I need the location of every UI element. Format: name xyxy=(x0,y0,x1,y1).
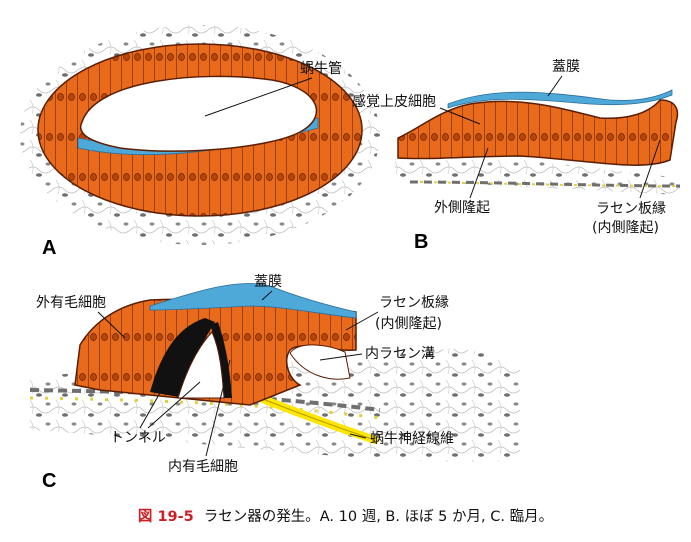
label-b-spiral-limbus-2: (内側隆起) xyxy=(592,220,659,236)
leader-c-tunnel-1 xyxy=(139,383,166,429)
leader-c-tectorial xyxy=(261,290,273,301)
label-c-inner-spiral-sulcus: 内ラセン溝 xyxy=(365,346,435,362)
label-b-tectorial-membrane: 蓋膜 xyxy=(552,59,580,75)
label-c-spiral-limbus-1: ラセン板縁 xyxy=(379,295,449,311)
leader-c-tunnel-2 xyxy=(147,381,201,429)
caption-text: ラセン器の発生。A. 10 週, B. ほぼ 5 か月, C. 臨月。 xyxy=(203,509,554,525)
panel-letter-b: B xyxy=(414,231,428,253)
label-c-inner-hair-cells: 内有毛細胞 xyxy=(168,459,238,475)
leader-c-nerve xyxy=(349,433,367,439)
label-c-cochlear-nerve-fibers: 蜗牛神経線維 xyxy=(370,431,454,447)
leader-b-sensory xyxy=(439,107,481,125)
label-c-spiral-limbus-2: (内側隆起) xyxy=(375,316,442,332)
label-c-outer-hair-cells: 外有毛細胞 xyxy=(36,295,106,311)
leader-c-sulcus xyxy=(319,353,363,361)
label-b-outer-ridge: 外側隆起 xyxy=(434,200,490,216)
leader-c-limbus xyxy=(345,311,379,331)
figure-number: 図 19-5 xyxy=(137,509,194,525)
label-c-tectorial-membrane: 蓋膜 xyxy=(254,274,282,290)
figure-caption: 図 19-5 ラセン器の発生。A. 10 週, B. ほぼ 5 か月, C. 臨月… xyxy=(0,505,691,526)
leader-c-ihc xyxy=(205,359,231,457)
panel-letter-a: A xyxy=(42,237,56,259)
label-c-tunnel: トンネル xyxy=(110,430,166,446)
leader-cochlear-duct xyxy=(204,77,313,117)
panel-letter-c: C xyxy=(42,470,56,492)
leader-c-ohc xyxy=(97,311,126,339)
label-cochlear-duct: 蜗牛管 xyxy=(300,61,342,77)
label-b-spiral-limbus-1: ラセン板縁 xyxy=(596,201,666,217)
panel-a-illustration xyxy=(20,25,380,245)
leader-b-tectorial xyxy=(547,75,563,97)
leader-b-limbus xyxy=(639,139,661,199)
panel-c-illustration xyxy=(29,283,520,463)
panel-b-illustration xyxy=(395,89,681,195)
leader-b-outer-ridge xyxy=(469,147,489,199)
label-b-sensory-epithelium: 感覚上皮細胞 xyxy=(352,93,436,110)
